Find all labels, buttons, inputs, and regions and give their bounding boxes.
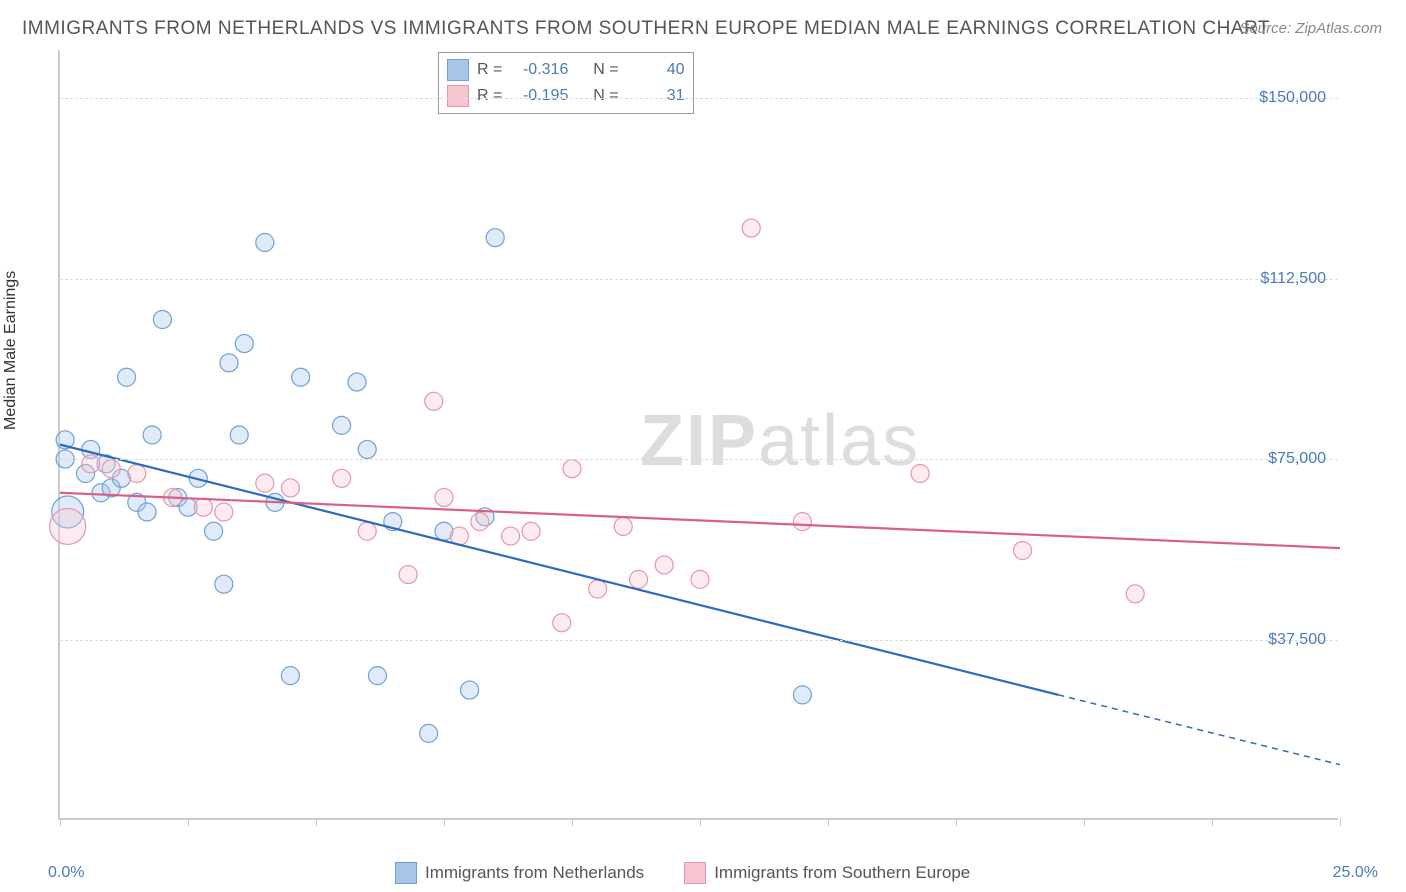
data-point	[486, 229, 504, 247]
data-point	[563, 460, 581, 478]
data-point	[292, 368, 310, 386]
data-point	[153, 311, 171, 329]
data-point	[118, 368, 136, 386]
data-point	[691, 570, 709, 588]
data-point	[742, 219, 760, 237]
data-point	[502, 527, 520, 545]
gridline-h	[60, 640, 1338, 641]
data-point	[420, 724, 438, 742]
data-point	[82, 455, 100, 473]
data-point	[461, 681, 479, 699]
x-tick	[700, 818, 701, 826]
data-point	[435, 489, 453, 507]
data-point	[589, 580, 607, 598]
legend-item-southern-europe: Immigrants from Southern Europe	[684, 862, 970, 884]
source-label: Source:	[1239, 20, 1291, 37]
data-point	[50, 508, 86, 544]
data-point	[348, 373, 366, 391]
x-tick	[956, 818, 957, 826]
data-point	[102, 460, 120, 478]
data-point	[368, 667, 386, 685]
data-point	[358, 522, 376, 540]
x-tick	[316, 818, 317, 826]
scatter-svg	[60, 50, 1338, 818]
data-point	[425, 392, 443, 410]
data-point	[281, 667, 299, 685]
data-point	[220, 354, 238, 372]
y-tick-label: $112,500	[1260, 270, 1326, 288]
data-point	[553, 614, 571, 632]
legend-label-southern-europe: Immigrants from Southern Europe	[714, 863, 970, 883]
data-point	[215, 503, 233, 521]
x-tick	[188, 818, 189, 826]
chart-plot-area: ZIPatlas R = -0.316 N = 40 R = -0.195 N …	[58, 50, 1338, 820]
legend-label-netherlands: Immigrants from Netherlands	[425, 863, 644, 883]
legend-item-netherlands: Immigrants from Netherlands	[395, 862, 644, 884]
x-tick	[444, 818, 445, 826]
x-axis-min-label: 0.0%	[48, 864, 84, 882]
data-point	[256, 234, 274, 252]
regression-line-ext	[1058, 695, 1340, 765]
data-point	[358, 440, 376, 458]
data-point	[143, 426, 161, 444]
x-axis-max-label: 25.0%	[1333, 864, 1378, 882]
data-point	[1014, 542, 1032, 560]
x-tick	[60, 818, 61, 826]
source-name: ZipAtlas.com	[1295, 20, 1382, 37]
data-point	[399, 566, 417, 584]
data-point	[471, 513, 489, 531]
data-point	[235, 335, 253, 353]
gridline-h	[60, 98, 1338, 99]
data-point	[230, 426, 248, 444]
data-point	[194, 498, 212, 516]
y-axis-label: Median Male Earnings	[2, 271, 20, 430]
source-credit: Source: ZipAtlas.com	[1239, 20, 1382, 37]
y-tick-label: $150,000	[1259, 89, 1326, 107]
data-point	[614, 517, 632, 535]
data-point	[793, 513, 811, 531]
data-point	[215, 575, 233, 593]
data-point	[522, 522, 540, 540]
y-tick-label: $37,500	[1268, 631, 1326, 649]
series-legend: Immigrants from Netherlands Immigrants f…	[395, 862, 970, 884]
x-tick	[1212, 818, 1213, 826]
data-point	[1126, 585, 1144, 603]
swatch-bottom-netherlands	[395, 862, 417, 884]
data-point	[911, 465, 929, 483]
x-tick	[572, 818, 573, 826]
regression-line	[60, 493, 1340, 548]
data-point	[333, 469, 351, 487]
data-point	[333, 416, 351, 434]
data-point	[256, 474, 274, 492]
data-point	[128, 465, 146, 483]
swatch-bottom-southern-europe	[684, 862, 706, 884]
y-tick-label: $75,000	[1268, 450, 1326, 468]
chart-title: IMMIGRANTS FROM NETHERLANDS VS IMMIGRANT…	[22, 18, 1270, 40]
gridline-h	[60, 279, 1338, 280]
regression-line	[60, 445, 1058, 695]
data-point	[655, 556, 673, 574]
data-point	[281, 479, 299, 497]
data-point	[630, 570, 648, 588]
x-tick	[1084, 818, 1085, 826]
x-tick	[828, 818, 829, 826]
data-point	[138, 503, 156, 521]
x-tick	[1340, 818, 1341, 826]
gridline-h	[60, 459, 1338, 460]
data-point	[205, 522, 223, 540]
data-point	[793, 686, 811, 704]
